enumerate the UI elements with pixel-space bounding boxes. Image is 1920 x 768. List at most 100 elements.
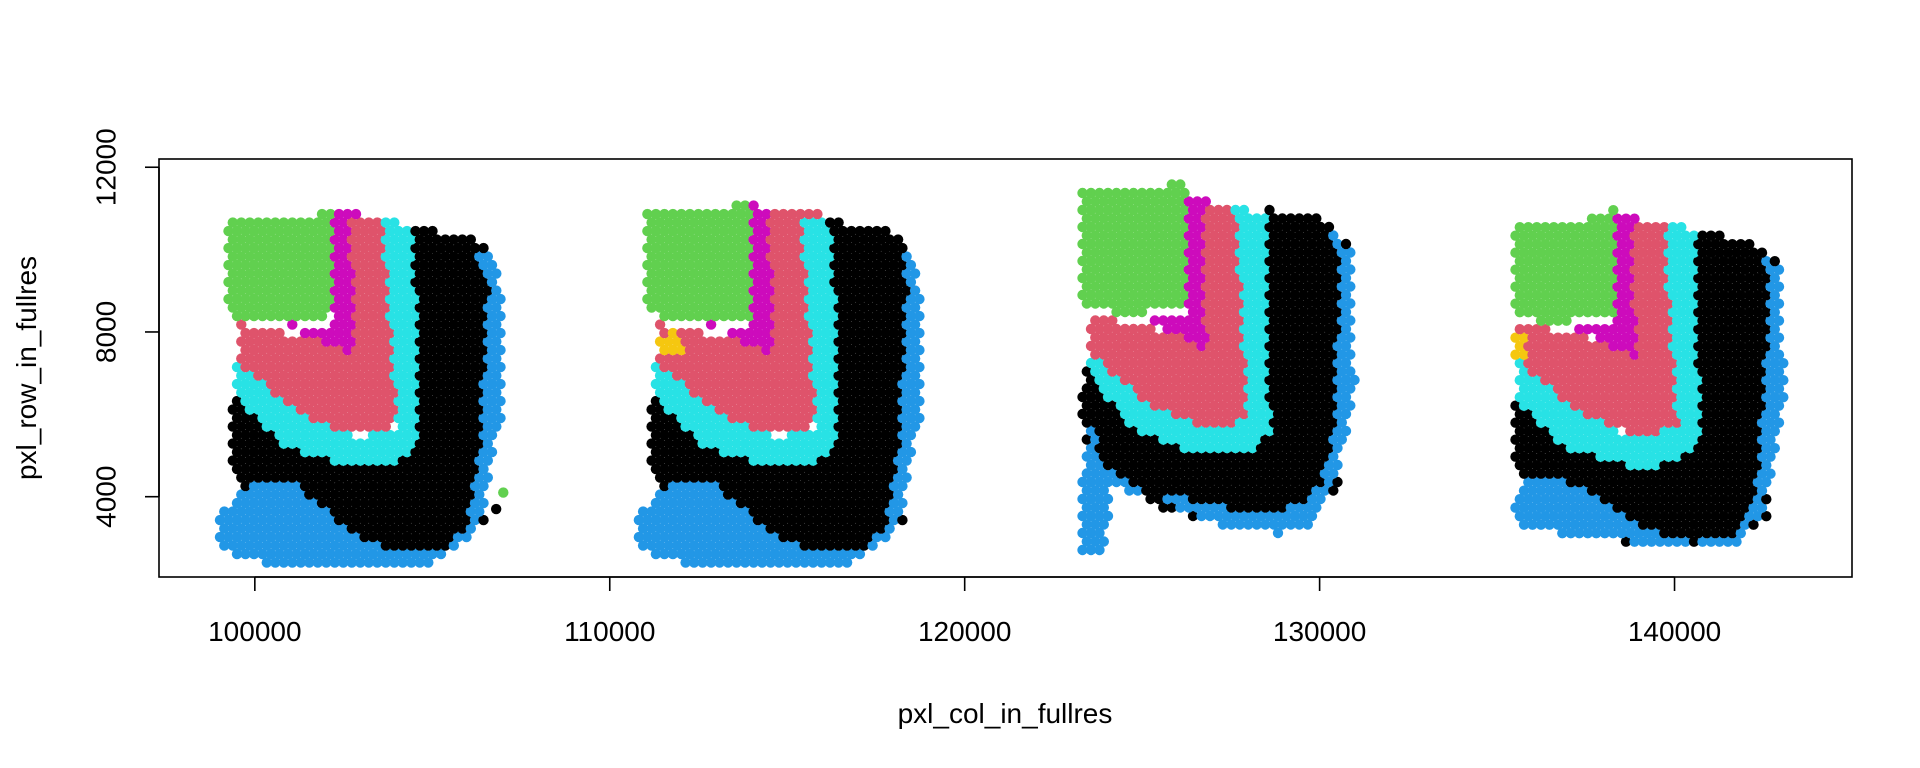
data-point <box>397 438 408 449</box>
data-point <box>880 378 891 390</box>
data-point <box>478 293 489 305</box>
data-point <box>465 251 476 262</box>
data-point <box>765 336 776 347</box>
data-point <box>355 336 366 347</box>
data-point <box>474 319 485 330</box>
data-point <box>282 548 294 560</box>
data-point <box>799 404 810 415</box>
data-point <box>905 429 917 441</box>
data-point <box>304 489 315 500</box>
data-point <box>380 268 391 279</box>
data-point <box>372 540 383 551</box>
data-point <box>833 353 844 364</box>
data-point <box>671 370 683 381</box>
data-point <box>359 395 370 407</box>
data-point <box>325 412 336 424</box>
data-point <box>633 514 645 526</box>
data-point <box>248 293 260 305</box>
data-point <box>841 438 853 449</box>
data-point <box>452 497 464 509</box>
data-point <box>735 412 747 424</box>
data-point <box>389 387 400 398</box>
data-point <box>688 336 700 347</box>
data-point <box>850 370 861 381</box>
data-point <box>406 506 417 517</box>
data-point <box>858 421 870 432</box>
data-point <box>418 242 430 254</box>
data-point <box>884 523 895 534</box>
data-point <box>688 353 700 364</box>
data-point <box>457 336 468 347</box>
data-point <box>871 327 883 339</box>
data-point <box>748 540 759 551</box>
data-point <box>491 404 502 415</box>
data-point <box>671 472 683 483</box>
data-point <box>367 259 379 271</box>
data-point <box>384 361 396 373</box>
data-point <box>287 438 298 449</box>
data-point <box>863 412 874 424</box>
data-point <box>457 489 468 500</box>
data-point <box>854 327 866 339</box>
data-point <box>650 378 662 390</box>
data-point <box>714 455 725 466</box>
data-point <box>748 455 759 466</box>
data-point <box>240 310 251 322</box>
data-point <box>355 557 366 568</box>
data-point <box>227 302 238 313</box>
data-point <box>304 506 315 517</box>
data-point <box>756 336 768 347</box>
data-point <box>812 412 823 424</box>
data-point <box>867 489 878 500</box>
data-point <box>244 421 255 432</box>
data-point <box>880 327 891 339</box>
data-point <box>308 361 319 373</box>
data-point <box>748 404 759 415</box>
data-point <box>304 234 315 245</box>
data-point <box>418 463 430 475</box>
data-point <box>812 361 823 373</box>
data-point <box>431 404 442 415</box>
data-point <box>350 344 362 356</box>
data-point <box>282 480 294 492</box>
data-point <box>486 361 498 373</box>
data-point <box>389 285 400 296</box>
data-point <box>871 429 883 441</box>
data-point <box>278 455 289 466</box>
data-point <box>722 404 734 415</box>
data-point <box>363 506 374 517</box>
data-point <box>659 378 670 390</box>
data-point <box>705 489 717 500</box>
data-point <box>705 404 717 415</box>
data-point <box>773 472 785 483</box>
data-point <box>444 242 455 254</box>
data-point <box>901 353 912 364</box>
data-point <box>240 395 251 407</box>
data-point <box>688 506 700 517</box>
data-point <box>397 540 408 551</box>
data-point <box>654 455 666 466</box>
data-point <box>282 497 294 509</box>
data-point <box>790 540 802 551</box>
data-point <box>790 353 802 364</box>
data-point <box>469 429 481 441</box>
data-point <box>261 455 272 466</box>
data-point <box>880 463 891 475</box>
data-point <box>325 463 336 475</box>
data-point <box>295 370 306 381</box>
data-point <box>291 531 302 543</box>
data-point <box>680 523 691 534</box>
data-point <box>287 251 298 262</box>
data-point <box>278 438 289 449</box>
data-point <box>346 455 357 466</box>
data-point <box>355 234 366 245</box>
data-point <box>253 268 264 279</box>
data-point <box>486 293 498 305</box>
data-point <box>807 319 819 330</box>
data-point <box>397 557 408 568</box>
data-point <box>807 506 819 517</box>
data-point <box>646 438 657 449</box>
data-point <box>799 438 810 449</box>
data-point <box>321 268 332 279</box>
data-point <box>384 497 396 509</box>
